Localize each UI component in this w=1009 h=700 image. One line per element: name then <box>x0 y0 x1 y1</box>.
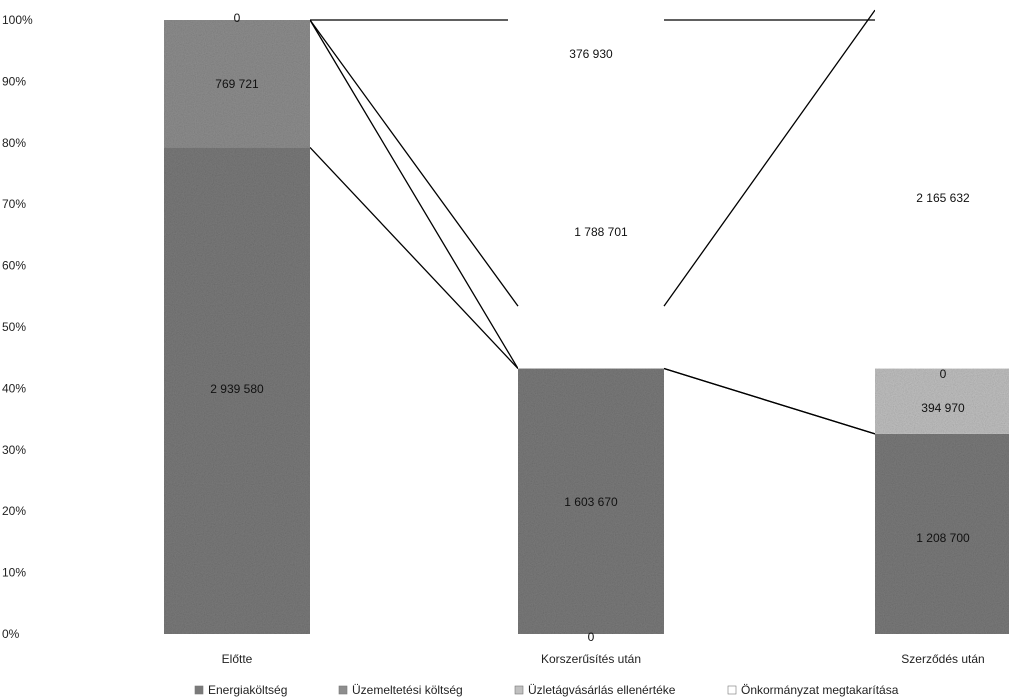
legend-item: Üzletágvásárlás ellenértéke <box>514 683 676 697</box>
y-tick-label: 90% <box>2 74 26 88</box>
bar-segment <box>875 433 1009 634</box>
y-tick-label: 60% <box>2 259 26 273</box>
y-axis: 0% 10% 20% 30% 40% 50% 60% 70% 80% 90% 100% <box>2 13 33 641</box>
legend-label: Önkormányzat megtakarítása <box>741 683 899 697</box>
legend-swatch <box>338 685 348 695</box>
bar-segment <box>518 368 664 634</box>
data-label: 376 930 <box>569 47 613 61</box>
y-tick-label: 10% <box>2 566 26 580</box>
data-label: 394 970 <box>921 401 965 415</box>
legend-label: Energiaköltség <box>208 683 287 697</box>
data-label: 769 721 <box>215 77 259 91</box>
category-label: Szerződés után <box>901 652 984 666</box>
data-label: 2 939 580 <box>210 382 264 396</box>
connector-line <box>309 146 519 369</box>
data-label: 0 <box>588 630 595 644</box>
y-tick-label: 50% <box>2 320 26 334</box>
bar-segment <box>518 306 664 369</box>
data-label: 1 788 701 <box>574 225 628 239</box>
y-tick-label: 40% <box>2 381 26 395</box>
y-tick-label: 100% <box>2 13 33 27</box>
category-label: Előtte <box>222 652 253 666</box>
bar-segment <box>875 368 1009 434</box>
y-tick-label: 70% <box>2 197 26 211</box>
category-label: Korszerűsítés után <box>541 652 641 666</box>
bars <box>164 10 1009 634</box>
bar-segment <box>164 20 310 148</box>
bar-segment <box>875 10 1009 369</box>
y-tick-label: 30% <box>2 443 26 457</box>
legend-swatch <box>194 685 204 695</box>
connector-line <box>309 19 519 369</box>
category-labels: Előtte Korszerűsítés után Szerződés után <box>222 652 985 666</box>
data-label: 1 208 700 <box>916 531 970 545</box>
data-label: 0 <box>234 11 241 25</box>
legend-item: Energiaköltség <box>194 683 287 697</box>
legend-item: Önkormányzat megtakarítása <box>727 683 899 697</box>
connector-line <box>663 9 876 307</box>
connector-lines <box>309 9 876 435</box>
connector-line <box>663 367 876 435</box>
legend-item: Üzemeltetési költség <box>338 683 463 697</box>
data-label: 0 <box>940 367 947 381</box>
bar-segment <box>164 147 310 634</box>
y-tick-label: 80% <box>2 136 26 150</box>
data-label: 1 603 670 <box>564 495 618 509</box>
legend-label: Üzemeltetési költség <box>352 683 463 697</box>
data-label: 2 165 632 <box>916 191 970 205</box>
legend: Energiaköltség Üzemeltetési költség Üzletá… <box>194 683 899 697</box>
connector-line <box>309 19 519 307</box>
y-tick-label: 20% <box>2 504 26 518</box>
data-labels: 2 939 580 769 721 0 1 603 670 0 376 930 1 208 … <box>210 11 970 644</box>
y-tick-label: 0% <box>2 627 20 641</box>
legend-label: Üzletágvásárlás ellenértéke <box>528 683 676 697</box>
legend-swatch <box>514 685 524 695</box>
legend-swatch <box>727 685 737 695</box>
